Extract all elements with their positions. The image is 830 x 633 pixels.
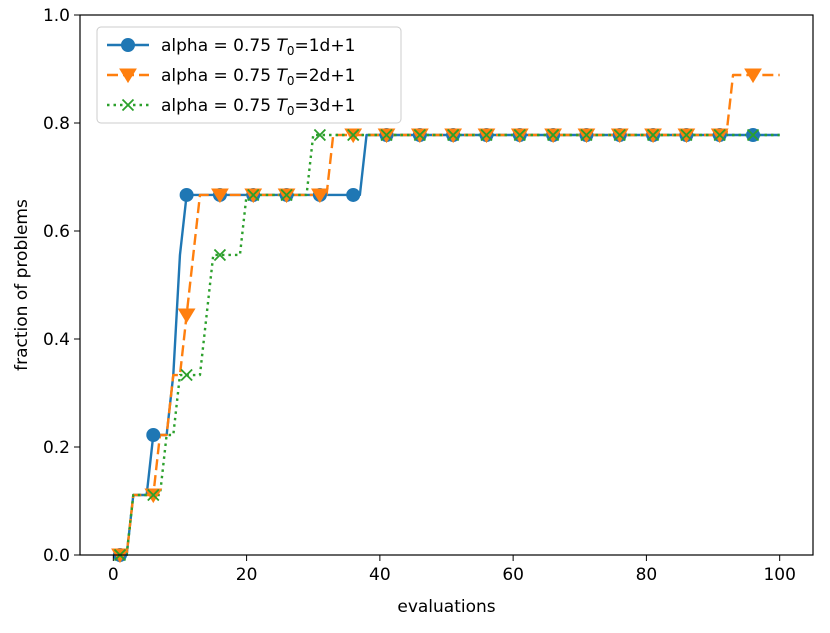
x-tick-label-2: 40 [369, 565, 391, 585]
y-tick-label-4: 0.8 [43, 114, 70, 134]
series-2-point-45 [413, 128, 426, 142]
legend-label-2-t: T [276, 96, 288, 116]
legend-label-1-sub: 0 [287, 74, 295, 88]
series-2-point-85 [680, 128, 693, 142]
legend-marker-2 [121, 98, 135, 112]
legend-label-1-suffix: =2d+1 [294, 66, 355, 86]
legend-marker-1 [119, 68, 137, 84]
legend-marker-0 [121, 38, 135, 52]
legend-label-1-prefix: alpha = 0.75 [161, 66, 276, 86]
series-2-point-80 [646, 128, 660, 142]
y-tick-label-2: 0.4 [43, 330, 70, 350]
series-2-point-65 [546, 128, 560, 142]
y-tick-label-1: 0.2 [43, 438, 70, 458]
series-1-point-15 [211, 188, 229, 204]
series-2-point-55 [480, 128, 493, 142]
series-2-point-35 [347, 128, 360, 142]
series-2-point-95 [746, 128, 760, 142]
series-2-point-30 [313, 128, 327, 142]
legend-label-2: alpha = 0.75 T0=3d+1 [161, 96, 355, 118]
series-2-point-90 [713, 128, 726, 142]
axes-frame [79, 14, 814, 556]
x-axis-label: evaluations [397, 597, 495, 617]
series-0-point-10 [179, 187, 194, 202]
legend-label-0-t: T [276, 36, 288, 56]
x-tick-label-0: 0 [108, 565, 119, 585]
series-2-point-15 [213, 248, 227, 262]
legend-label-0-sub: 0 [287, 44, 295, 58]
y-axis-ticks: 0.0 0.2 0.4 0.6 0.8 1.0 [43, 6, 80, 566]
legend-label-0: alpha = 0.75 T0=1d+1 [161, 36, 355, 58]
series-0-point-35 [346, 187, 361, 202]
series-2-point-60 [513, 128, 526, 142]
series-line-2 [119, 133, 780, 557]
series-2-point-25 [280, 188, 293, 202]
series-2-point-5 [147, 488, 160, 502]
legend-label-2-prefix: alpha = 0.75 [161, 96, 276, 116]
legend-box [96, 26, 402, 124]
legend-label-0-prefix: alpha = 0.75 [161, 36, 276, 56]
series-0-point-5 [146, 428, 161, 443]
series-1-point-95 [744, 68, 762, 84]
series-2-point-70 [580, 128, 593, 142]
legend-label-1-t: T [276, 66, 288, 86]
x-tick-label-1: 20 [236, 565, 258, 585]
legend-label-2-suffix: =3d+1 [294, 96, 355, 116]
y-axis-label: fraction of problems [12, 199, 32, 371]
x-tick-label-5: 100 [763, 565, 795, 585]
legend-label-2-sub: 0 [287, 104, 295, 118]
series-2-point-20 [247, 188, 260, 202]
y-tick-label-5: 1.0 [43, 6, 70, 26]
y-tick-label-3: 0.6 [43, 222, 70, 242]
series-1-point-30 [311, 188, 329, 204]
series-2-point-75 [613, 128, 626, 142]
legend-label-1: alpha = 0.75 T0=2d+1 [161, 66, 355, 88]
y-tick-label-0: 0.0 [43, 546, 70, 566]
x-tick-label-4: 80 [636, 565, 658, 585]
x-axis-ticks: 0 20 40 60 80 100 [108, 555, 796, 585]
series-2-point-50 [447, 128, 460, 142]
plot-markers [111, 68, 762, 564]
series-1-point-10 [177, 308, 196, 324]
series-2-point-10 [180, 368, 193, 382]
series-2-point-40 [380, 128, 393, 142]
x-tick-label-3: 60 [502, 565, 524, 585]
legend-label-0-suffix: =1d+1 [294, 36, 355, 56]
